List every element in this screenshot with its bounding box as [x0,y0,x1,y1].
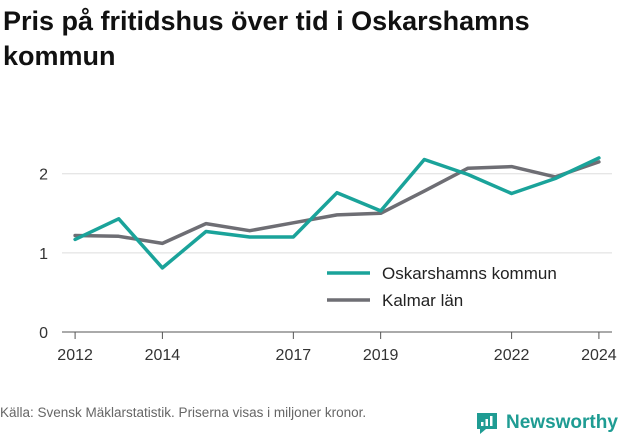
y-tick-label: 0 [39,325,48,342]
brand-name: Newsworthy [506,412,618,433]
x-tick-label: 2017 [276,347,312,364]
series-line-kalmar-l-n [73,160,601,246]
x-tick-label: 2019 [363,347,399,364]
series-lines [73,156,601,270]
legend: Oskarshamns kommun Kalmar län [327,264,557,310]
x-axis-ticks: 2012 2014 2017 2019 2022 2024 [57,332,617,364]
newsworthy-icon [477,413,497,434]
y-axis-ticks: 0 1 2 [39,167,48,342]
x-tick-label: 2012 [57,347,93,364]
x-tick-label: 2014 [145,347,181,364]
x-tick-label: 2022 [494,347,530,364]
y-tick-label: 2 [39,167,48,184]
source-note: Källa: Svensk Mäklarstatistik. Priserna … [0,405,367,420]
x-tick-label: 2024 [581,347,617,364]
legend-label: Oskarshamns kommun [382,264,557,283]
brand-logo[interactable]: Newsworthy [474,407,618,439]
series-line-oskarshamns-kommun [73,156,601,270]
grid-lines [62,173,612,333]
y-tick-label: 1 [39,246,48,263]
legend-label: Kalmar län [382,291,463,310]
chart-title: Pris på fritidshus över tid i Oskarshamn… [3,6,530,71]
